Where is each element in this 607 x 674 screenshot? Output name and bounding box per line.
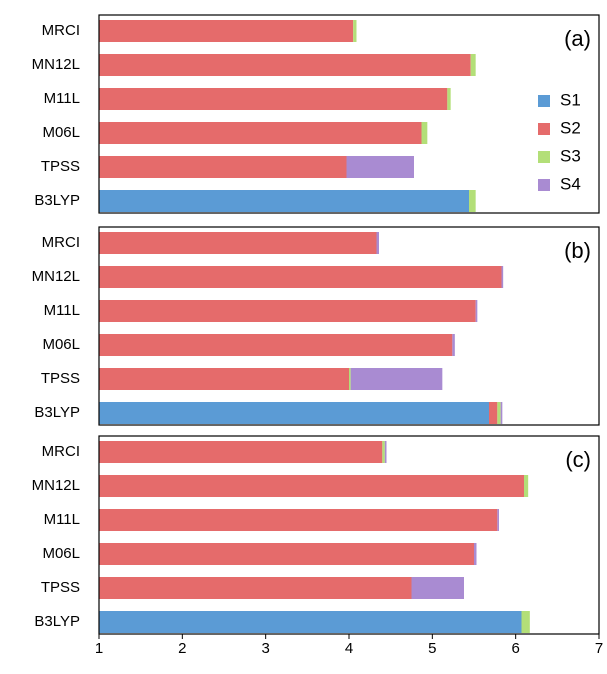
bar-segment xyxy=(469,190,476,212)
legend-label: S2 xyxy=(560,118,581,137)
legend-label: S3 xyxy=(560,146,581,165)
bar-segment xyxy=(99,54,471,76)
panel-label: (c) xyxy=(565,447,591,472)
panel-frame xyxy=(98,226,600,426)
panel-label: (a) xyxy=(564,26,591,51)
bar-segment xyxy=(99,20,354,42)
bar-segment xyxy=(524,475,529,497)
category-label: M06L xyxy=(42,124,80,141)
bar-segment xyxy=(421,122,428,144)
legend-swatch xyxy=(538,151,550,163)
bar-segment xyxy=(452,334,455,356)
bar-segment xyxy=(500,402,503,424)
category-label: TPSS xyxy=(41,370,80,387)
x-tick-label: 2 xyxy=(178,640,186,657)
bar-segment xyxy=(475,300,478,322)
bar-segment xyxy=(447,88,451,110)
category-label: MRCI xyxy=(42,443,80,460)
bar-segment xyxy=(474,543,477,565)
category-label: MN12L xyxy=(32,268,80,285)
bar-segment xyxy=(99,122,422,144)
bar-segment xyxy=(382,441,385,463)
bar-segment xyxy=(99,88,448,110)
bar-segment xyxy=(497,402,501,424)
x-tick-label: 5 xyxy=(428,640,436,657)
bar-segment xyxy=(99,543,474,565)
x-tick-label: 4 xyxy=(345,640,353,657)
bar-segment xyxy=(99,402,489,424)
x-tick-label: 6 xyxy=(511,640,519,657)
bar-segment xyxy=(489,402,498,424)
legend-label: S4 xyxy=(560,174,581,193)
category-label: MRCI xyxy=(42,234,80,251)
bar-segment xyxy=(497,509,499,531)
x-tick-label: 7 xyxy=(595,640,603,657)
bar-segment xyxy=(353,20,357,42)
bar-segment xyxy=(376,232,379,254)
legend-swatch xyxy=(538,179,550,191)
x-tick-label: 3 xyxy=(261,640,269,657)
category-label: M06L xyxy=(42,545,80,562)
category-label: MRCI xyxy=(42,22,80,39)
panel-label: (b) xyxy=(564,238,591,263)
bar-segment xyxy=(346,156,414,178)
bar-segment xyxy=(99,509,498,531)
category-label: M06L xyxy=(42,336,80,353)
legend-label: S1 xyxy=(560,90,581,109)
category-label: B3LYP xyxy=(34,404,80,421)
category-label: M11L xyxy=(44,302,80,319)
bar-segment xyxy=(99,475,524,497)
category-label: B3LYP xyxy=(34,613,80,630)
category-label: B3LYP xyxy=(34,192,80,209)
bar-segment xyxy=(384,441,387,463)
bar-segment xyxy=(99,577,412,599)
bar-segment xyxy=(501,266,504,288)
category-label: TPSS xyxy=(41,579,80,596)
bar-segment xyxy=(99,156,347,178)
bar-segment xyxy=(470,54,476,76)
legend-swatch xyxy=(538,95,550,107)
bar-segment xyxy=(99,441,383,463)
bar-segment xyxy=(99,611,522,633)
panel-frame xyxy=(98,435,600,635)
category-label: MN12L xyxy=(32,56,80,73)
bar-segment xyxy=(99,190,469,212)
bar-segment xyxy=(99,266,502,288)
bar-segment xyxy=(521,611,530,633)
bar-segment xyxy=(349,368,351,390)
bar-segment xyxy=(99,334,453,356)
category-label: M11L xyxy=(44,90,80,107)
bar-segment xyxy=(99,300,476,322)
legend-swatch xyxy=(538,123,550,135)
x-tick-label: 1 xyxy=(95,640,103,657)
bar-segment xyxy=(411,577,464,599)
category-label: MN12L xyxy=(32,477,80,494)
bar-segment xyxy=(99,232,377,254)
bar-segment xyxy=(350,368,443,390)
panel-frame xyxy=(98,14,600,214)
category-label: TPSS xyxy=(41,158,80,175)
category-label: M11L xyxy=(44,511,80,528)
bar-segment xyxy=(99,368,349,390)
